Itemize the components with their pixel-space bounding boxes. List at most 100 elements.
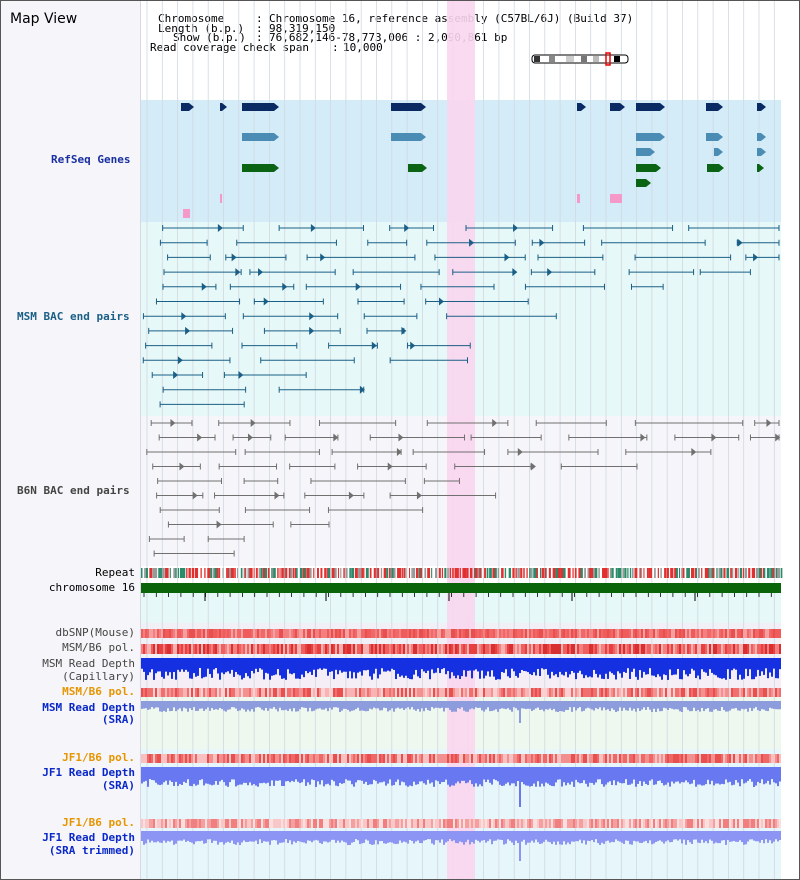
repeat-element [543,568,547,578]
msm-bac-pairs-layer[interactable] [142,224,780,408]
jf1-sra-depth-bar [147,767,149,787]
msm-b6-pol-track-label[interactable]: MSM/B6 pol. [62,641,135,654]
dbsnp-track-label[interactable]: dbSNP(Mouse) [55,626,135,639]
msm-b6-pol-cell [155,644,157,654]
repeat-track[interactable] [141,568,783,578]
b6n-bac-track-label[interactable]: B6N BAC end pairs [17,484,130,497]
jf1-depth-sra-label[interactable]: JF1 Read Depth [42,766,135,779]
msm-b6-pol-cell [289,644,291,654]
msm-b6-pol2-cell [263,688,265,697]
msm-b6-pol-cell [613,644,615,654]
jf1-b6-pol-cell [323,754,325,763]
msm-b6-pol2-cell [231,688,233,697]
msm-capillary-depth-bar [259,658,261,669]
repeat-element [617,568,620,578]
dbsnp-cell [451,629,453,638]
msm-capillary-depth-bar [179,658,181,672]
jf1-trimmed-depth-bar [671,831,673,843]
msm-sra-depth-bar [181,701,183,712]
jf1-trimmed-depth-bar [677,831,679,841]
msm-b6-pol-cell [313,644,315,654]
chromosome-ideogram[interactable] [531,52,629,66]
dbsnp-cell [143,629,145,638]
jf1-b6-pol-cell [363,754,365,763]
dbsnp-cell [283,629,285,638]
jf1-sra-depth-bar [753,767,755,787]
refseq-gene-arrow [581,103,586,111]
jf1-sra-depth-bar [653,767,655,785]
jf1-sra-depth-bar [337,767,339,787]
heatmap-tracks[interactable] [141,629,781,828]
dbsnp-cell [351,629,353,638]
msm-b6-pol2-cell [157,688,159,697]
jf1-b6-pol-cell [325,754,327,763]
jf1-trimmed-depth-bar [631,831,633,845]
msm-b6-pol2-cell [255,688,257,697]
refseq-gene [391,103,421,111]
msm-b6-pol2-cell [579,688,581,697]
repeat-element [469,568,473,578]
jf1-b6-pol-cell [431,754,433,763]
refseq-track-label[interactable]: RefSeq Genes [51,153,131,166]
jf1-sra-depth-bar [767,767,769,781]
jf1-b6-pol2-cell [245,819,247,828]
msm-capillary-depth-bar [565,658,567,672]
msm-b6-pol2-cell [581,688,583,697]
msm-b6-pol2-cell [467,688,469,697]
jf1-b6-pol-cell [523,754,525,763]
jf1-b6-pol-cell [629,754,631,763]
repeat-element [154,568,158,578]
jf1-b6-pol2-cell [525,819,527,828]
repeat-element [777,568,781,578]
msm-capillary-depth-bar [701,658,703,670]
msm-b6-pol-cell [735,644,737,654]
jf1-trimmed-depth-bar [639,831,641,843]
msm-depth-sra-label[interactable]: MSM Read Depth [42,701,135,714]
msm-sra-depth-bar [227,701,229,710]
dbsnp-cell [773,629,775,638]
msm-capillary-depth-bar [417,658,419,677]
msm-b6-pol2-cell [603,688,605,697]
repeat-element [462,568,465,578]
msm-b6-pol-cell [571,644,573,654]
b6n-bac-pair-marker [274,491,280,500]
read-depth-tracks[interactable] [141,658,781,861]
jf1-b6-pol-cell [359,754,361,763]
jf1-b6-pol-cell [199,754,201,763]
msm-capillary-depth-bar [695,658,697,679]
repeat-element [489,568,492,578]
jf1-b6-pol-2-track-label[interactable]: JF1/B6 pol. [62,816,135,829]
jf1-b6-pol-cell [395,754,397,763]
msm-b6-pol2-cell [367,688,369,697]
dbsnp-cell [565,629,567,638]
repeat-element [418,568,422,578]
b6n-bac-pairs-layer[interactable] [146,419,781,557]
msm-capillary-depth-bar [207,658,209,669]
dbsnp-cell [643,629,645,638]
chromosome-track-label[interactable]: chromosome 16 [48,581,135,594]
msm-sra-depth-bar [681,701,683,712]
msm-depth-capillary-label[interactable]: MSM Read Depth [42,657,135,670]
jf1-trimmed-label[interactable]: JF1 Read Depth [42,831,135,844]
jf1-b6-pol2-cell [153,819,155,828]
dbsnp-cell [291,629,293,638]
refseq-genes-layer[interactable] [181,103,766,218]
jf1-trimmed-depth-bar [599,831,601,845]
highlight-region[interactable] [447,1,475,879]
jf1-sra-depth-bar [709,767,711,785]
msm-bac-track-label[interactable]: MSM BAC end pairs [17,310,130,323]
msm-b6-pol-2-track-label[interactable]: MSM/B6 pol. [62,685,135,698]
jf1-b6-pol-track-label[interactable]: JF1/B6 pol. [62,751,135,764]
msm-b6-pol-cell [283,644,285,654]
msm-b6-pol2-cell [235,688,237,697]
msm-b6-pol-cell [407,644,409,654]
dbsnp-cell [425,629,427,638]
msm-b6-pol2-cell [415,688,417,697]
msm-capillary-depth-bar [241,658,243,680]
repeat-track-label[interactable]: Repeat [95,566,135,579]
jf1-sra-depth-bar [691,767,693,784]
chromosome-bar[interactable] [141,583,781,593]
msm-b6-pol-cell [389,644,391,654]
msm-bac-pair-marker [258,268,264,277]
repeat-element [634,568,637,578]
